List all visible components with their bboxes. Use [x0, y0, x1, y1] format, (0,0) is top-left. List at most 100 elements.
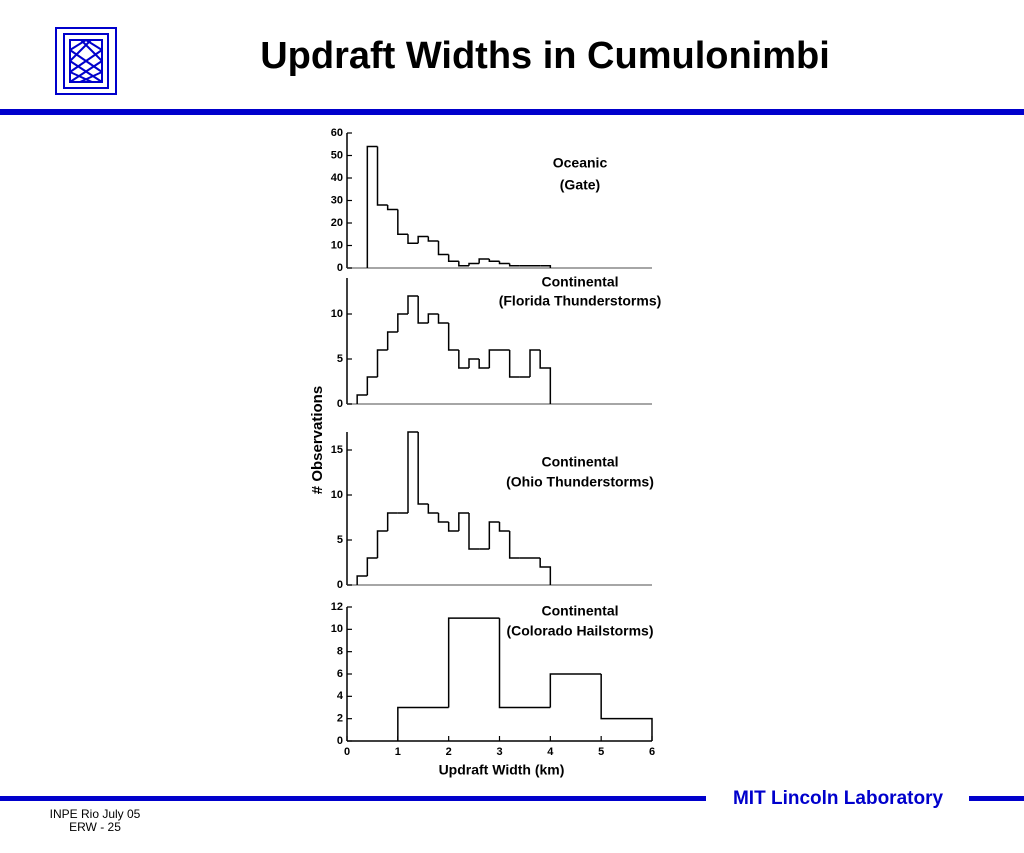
panel-annotation: Continental [542, 274, 619, 290]
panel-annotation: (Florida Thunderstorms) [499, 293, 662, 309]
y-tick-label: 50 [331, 149, 343, 161]
y-tick-label: 6 [337, 668, 343, 680]
y-tick-label: 30 [331, 194, 343, 206]
y-tick-label: 8 [337, 646, 343, 658]
histogram-bar [447, 522, 459, 532]
histogram-bar [417, 235, 429, 244]
histogram-bar [488, 349, 500, 368]
y-tick-label: 20 [331, 217, 343, 229]
histogram-bar [549, 673, 602, 708]
histogram-bar [468, 262, 480, 266]
panel-annotation: Continental [542, 454, 619, 470]
histogram-bar [498, 261, 510, 265]
y-tick-label: 4 [337, 690, 344, 702]
histogram-bar [356, 394, 368, 404]
histogram-bar [508, 263, 520, 267]
x-axis-label: Updraft Width (km) [439, 762, 565, 778]
histogram-bar [366, 376, 378, 395]
histogram-bar [376, 530, 388, 558]
y-tick-label: 40 [331, 172, 343, 184]
x-tick-label: 4 [547, 746, 554, 758]
histogram-bar [407, 295, 419, 314]
header-rule [0, 109, 1024, 115]
y-tick-label: 0 [337, 579, 343, 591]
x-tick-label: 0 [344, 746, 350, 758]
x-tick-label: 3 [496, 746, 502, 758]
histogram-bar [539, 558, 552, 585]
histogram-bar [417, 432, 429, 505]
x-tick-label: 2 [446, 746, 452, 758]
histogram-bar [539, 350, 552, 404]
logo [55, 27, 117, 95]
histogram-bar [498, 618, 551, 709]
histogram-bar [366, 557, 378, 576]
histogram-bar [447, 617, 500, 708]
footer-text: INPE Rio July 05 [50, 807, 141, 821]
histogram-bar [508, 350, 520, 378]
histogram-bar [468, 358, 480, 368]
histogram-bar [529, 349, 541, 377]
panel-annotation: Oceanic [553, 155, 608, 171]
panel-annotation: (Colorado Hailstorms) [506, 623, 653, 639]
histogram-bar [427, 236, 439, 242]
y-tick-label: 15 [331, 444, 343, 456]
histogram-bar [498, 522, 510, 532]
footer-rule [0, 796, 706, 801]
histogram-bar [386, 512, 398, 531]
histogram-bar [458, 350, 469, 369]
x-tick-label: 5 [598, 746, 604, 758]
histogram-bar [447, 323, 459, 351]
histogram-bar [478, 359, 490, 369]
panel-annotation: Continental [542, 603, 619, 619]
y-tick-label: 10 [331, 489, 343, 501]
histogram-bar [386, 205, 398, 211]
histogram-bar [437, 513, 449, 523]
histogram-bar [427, 313, 439, 323]
histogram-bar [407, 431, 419, 513]
histogram-bar [488, 259, 500, 262]
histogram-bar [540, 265, 552, 268]
histogram-bar [386, 331, 398, 350]
histogram-bar [376, 146, 388, 206]
x-tick-label: 6 [649, 746, 655, 758]
y-tick-label: 0 [337, 398, 343, 410]
y-tick-label: 10 [331, 623, 343, 635]
histogram-bar [407, 234, 419, 244]
histogram-bar [508, 531, 520, 559]
y-tick-label: 60 [331, 127, 343, 139]
footer-rule [969, 796, 1024, 801]
histogram-bar [427, 504, 439, 514]
y-tick-label: 5 [337, 534, 343, 546]
histogram-bar [417, 296, 429, 324]
histogram-bar [397, 209, 408, 235]
histogram-bar [468, 513, 480, 550]
histogram-bar [397, 706, 449, 741]
footer-text: ERW - 25 [69, 820, 121, 834]
histogram-bar [437, 314, 449, 324]
histogram-bar [488, 521, 500, 549]
y-tick-label: 0 [337, 262, 343, 274]
histogram-bar [356, 575, 368, 585]
y-tick-label: 10 [331, 308, 343, 320]
y-tick-label: 10 [331, 239, 343, 251]
histogram-bar [376, 349, 388, 377]
histogram-bar [458, 512, 469, 531]
histogram-bar [458, 261, 469, 267]
brand: MIT Lincoln Laboratory [733, 788, 943, 809]
x-tick-label: 1 [395, 746, 401, 758]
panel-annotation: (Ohio Thunderstorms) [506, 474, 654, 490]
histogram-bar [437, 241, 449, 256]
y-tick-label: 0 [337, 735, 343, 747]
histogram-bar [397, 313, 408, 332]
panel-annotation: (Gate) [560, 177, 600, 193]
histogram-bar [366, 145, 378, 268]
histogram-bar [600, 674, 653, 741]
slide-title: Updraft Widths in Cumulonimbi [260, 35, 830, 77]
histogram-bar [447, 254, 459, 262]
y-tick-label: 5 [337, 353, 343, 365]
y-tick-label: 2 [337, 713, 343, 725]
y-tick-label: 12 [331, 601, 343, 613]
y-axis-label: # Observations [309, 386, 326, 494]
histogram-bar [478, 258, 490, 264]
